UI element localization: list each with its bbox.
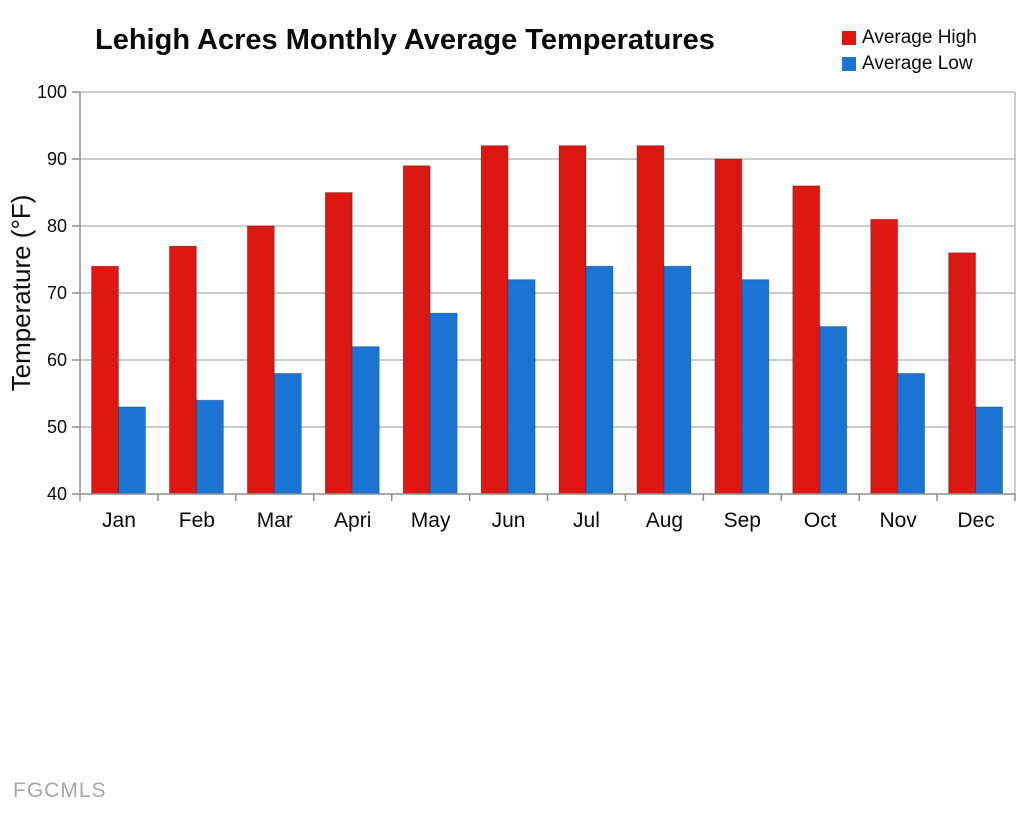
legend-label-low: Average Low	[862, 53, 973, 74]
chart-title: Lehigh Acres Monthly Average Temperature…	[95, 24, 715, 56]
bar-average-low-apri	[351, 346, 380, 495]
x-category-label-apri: Apri	[334, 509, 371, 532]
bar-average-high-oct	[792, 185, 821, 495]
x-category-label-mar: Mar	[257, 509, 293, 532]
x-category-label-sep: Sep	[724, 509, 761, 532]
y-tick-label-60: 60	[47, 350, 67, 370]
x-category-label-feb: Feb	[179, 509, 215, 532]
bar-average-high-mar	[246, 225, 275, 495]
bar-average-low-jun	[507, 279, 536, 495]
x-category-label-jul: Jul	[573, 509, 600, 532]
legend-label-high: Average High	[862, 27, 977, 48]
legend-swatch-high	[842, 31, 856, 45]
bar-average-low-nov	[897, 372, 926, 495]
watermark: FGCMLS	[13, 779, 107, 802]
bar-average-low-aug	[663, 265, 692, 495]
legend-item-average-high: Average High	[842, 25, 977, 51]
legend: Average High Average Low	[842, 25, 977, 77]
x-category-label-oct: Oct	[804, 509, 837, 532]
x-category-label-nov: Nov	[879, 509, 917, 532]
legend-swatch-low	[842, 57, 856, 71]
x-category-label-aug: Aug	[646, 509, 683, 532]
x-category-label-jun: Jun	[492, 509, 526, 532]
legend-item-average-low: Average Low	[842, 51, 977, 77]
bar-average-low-sep	[741, 279, 770, 495]
y-tick-label-90: 90	[47, 149, 67, 169]
bar-average-high-jun	[480, 145, 509, 495]
bar-average-high-dec	[948, 252, 977, 495]
bar-average-low-feb	[195, 399, 224, 495]
x-category-label-dec: Dec	[957, 509, 994, 532]
y-axis-title: Temperature (°F)	[6, 195, 36, 392]
x-category-label-may: May	[411, 509, 451, 532]
bar-average-high-feb	[168, 245, 197, 495]
y-tick-label-100: 100	[37, 82, 67, 102]
y-tick-label-40: 40	[47, 484, 67, 504]
bar-average-low-dec	[975, 406, 1004, 495]
bar-average-high-sep	[714, 158, 743, 495]
bar-average-low-may	[429, 312, 458, 495]
bar-average-low-jul	[585, 265, 614, 495]
bar-average-high-jan	[91, 265, 119, 495]
bar-average-high-apri	[324, 192, 353, 495]
x-category-label-jan: Jan	[102, 509, 136, 532]
bar-average-high-may	[402, 165, 431, 495]
bar-average-high-nov	[870, 218, 899, 495]
y-tick-label-80: 80	[47, 216, 67, 236]
bar-average-low-mar	[273, 372, 302, 495]
bar-average-low-jan	[118, 406, 146, 495]
bar-average-low-oct	[819, 326, 848, 495]
y-tick-label-50: 50	[47, 417, 67, 437]
y-tick-label-70: 70	[47, 283, 67, 303]
bar-average-high-aug	[636, 145, 665, 495]
bar-average-high-jul	[558, 145, 587, 495]
